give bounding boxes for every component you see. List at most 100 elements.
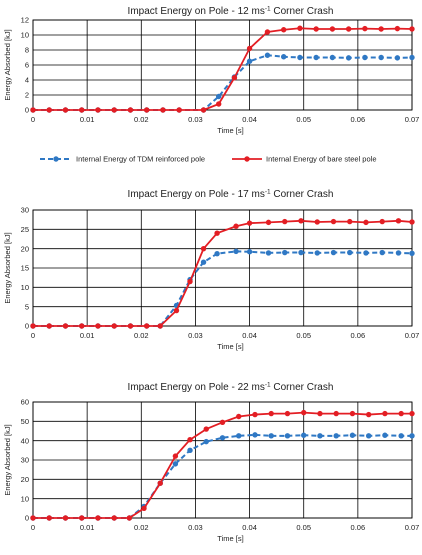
x-axis-label: Time [s] [217, 534, 243, 543]
data-point-bare [30, 323, 36, 329]
data-point-tdm [365, 433, 372, 439]
data-point-bare [231, 75, 238, 81]
data-point-tdm [268, 433, 274, 439]
data-point-bare [79, 107, 85, 113]
data-point-tdm [333, 433, 339, 439]
data-point-bare [379, 218, 385, 225]
plot-frame [32, 401, 413, 519]
data-point-bare [62, 323, 69, 329]
data-point-tdm [317, 433, 323, 439]
x-tick-label: 0.02 [134, 523, 149, 532]
x-tick-label: 0.04 [242, 523, 257, 532]
y-tick-label: 50 [21, 417, 29, 426]
data-point-bare [345, 26, 352, 32]
data-point-bare [246, 220, 253, 226]
chart-title: Impact Energy on Pole - 22 ms-1 Corner C… [128, 382, 334, 394]
data-point-tdm [394, 55, 401, 61]
chart-title-superscript: -1 [265, 6, 271, 13]
x-tick-label: 0.07 [405, 115, 420, 124]
data-point-bare [46, 515, 52, 521]
chart-title-suffix: Corner Crash [271, 6, 334, 17]
data-point-bare [329, 26, 336, 32]
data-point-bare [172, 453, 179, 459]
data-point-bare [111, 515, 117, 521]
y-tick-label: 8 [25, 46, 29, 55]
data-point-bare [301, 409, 307, 416]
y-tick-label: 0 [25, 514, 29, 523]
x-tick-label: 0.05 [296, 331, 311, 340]
chart-title-main: Impact Energy on Pole - 17 ms [128, 189, 265, 200]
data-point-bare [30, 515, 36, 521]
y-tick-label: 6 [25, 61, 29, 70]
data-point-bare [111, 107, 117, 113]
series-line-tdm [33, 54, 413, 111]
data-point-tdm [265, 250, 272, 256]
y-tick-label: 25 [21, 225, 29, 234]
y-tick-label: 0 [25, 106, 29, 115]
data-point-tdm [233, 248, 239, 255]
x-tick-label: 0.06 [351, 115, 366, 124]
y-tick-label: 2 [25, 91, 29, 100]
data-point-tdm [280, 54, 287, 60]
data-point-bare [333, 410, 339, 417]
data-point-bare [219, 419, 226, 425]
data-point-tdm [329, 54, 336, 61]
data-point-tdm [395, 250, 402, 256]
data-point-tdm [298, 249, 304, 256]
x-tick-label: 0.01 [80, 523, 95, 532]
y-tick-label: 10 [21, 283, 29, 292]
data-point-bare [141, 505, 147, 512]
data-point-tdm [330, 249, 337, 256]
data-point-bare [127, 323, 134, 329]
data-point-bare [280, 27, 287, 33]
data-point-bare [265, 219, 272, 226]
x-tick-label: 0.05 [296, 523, 311, 532]
data-point-tdm [252, 432, 258, 438]
x-axis-label: Time [s] [217, 342, 243, 351]
data-point-tdm [378, 54, 384, 61]
data-point-bare [95, 323, 101, 329]
data-point-bare [111, 323, 117, 329]
data-point-bare [252, 411, 258, 418]
chart-1: Impact Energy on Pole - 12 ms-1 Corner C… [3, 6, 419, 136]
data-point-bare [298, 218, 304, 224]
y-tick-label: 4 [25, 76, 29, 85]
x-tick-label: 0.02 [134, 115, 149, 124]
data-point-bare [347, 218, 353, 225]
data-point-bare [62, 107, 69, 113]
data-point-bare [297, 25, 303, 31]
y-tick-label: 30 [21, 206, 29, 215]
data-point-bare [214, 230, 220, 236]
data-point-tdm [203, 438, 209, 445]
legend-marker-tdm [53, 156, 59, 162]
data-point-tdm [214, 250, 220, 257]
data-point-tdm [200, 259, 207, 265]
data-point-bare [264, 29, 271, 35]
chart-title-main: Impact Energy on Pole - 12 ms [128, 6, 265, 17]
data-point-tdm [409, 433, 415, 439]
x-tick-label: 0.06 [351, 331, 366, 340]
data-point-bare [62, 515, 69, 521]
data-point-tdm [345, 55, 352, 61]
x-tick-label: 0.07 [405, 523, 420, 532]
chart-title: Impact Energy on Pole - 17 ms-1 Corner C… [128, 189, 334, 201]
data-point-bare [127, 107, 134, 113]
data-point-bare [200, 245, 207, 252]
series-line-tdm [33, 250, 413, 327]
data-point-bare [313, 26, 319, 32]
x-tick-label: 0 [31, 331, 35, 340]
data-point-tdm [246, 58, 253, 64]
data-point-bare [187, 278, 193, 285]
y-axis-label: Energy Absorbed [kJ] [3, 29, 12, 100]
x-tick-label: 0.04 [242, 115, 257, 124]
x-tick-label: 0 [31, 523, 35, 532]
chart-title-superscript: -1 [265, 382, 271, 389]
data-point-bare [282, 218, 288, 225]
data-point-bare [46, 323, 52, 329]
data-point-bare [330, 218, 337, 225]
chart-title-suffix: Corner Crash [271, 382, 334, 393]
data-point-bare [144, 107, 150, 113]
data-point-tdm [362, 54, 368, 61]
data-point-bare [236, 413, 242, 420]
data-point-tdm [301, 432, 307, 438]
